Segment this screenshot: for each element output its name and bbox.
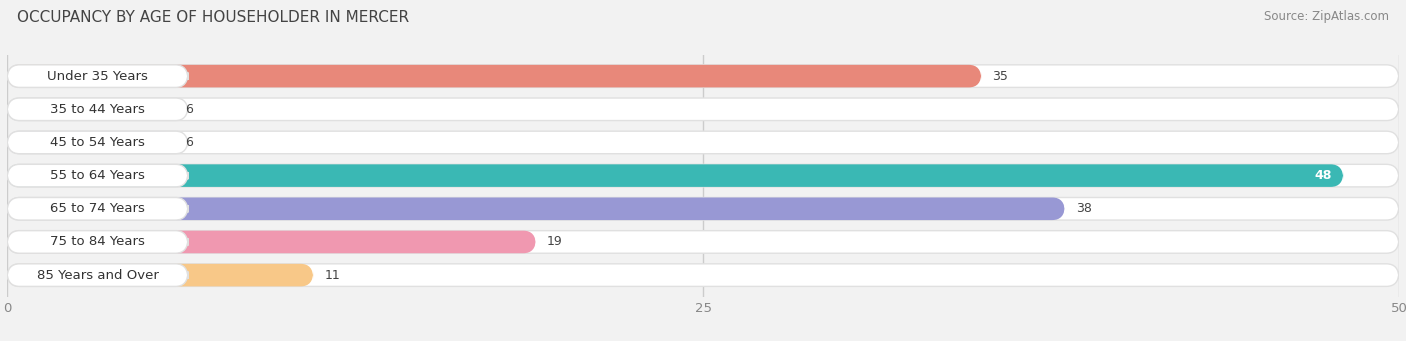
Text: 65 to 74 Years: 65 to 74 Years <box>51 202 145 215</box>
FancyBboxPatch shape <box>7 131 188 154</box>
FancyBboxPatch shape <box>7 231 188 253</box>
Text: 45 to 54 Years: 45 to 54 Years <box>51 136 145 149</box>
FancyBboxPatch shape <box>7 131 1399 154</box>
Text: 38: 38 <box>1076 202 1092 215</box>
FancyBboxPatch shape <box>7 197 188 220</box>
FancyBboxPatch shape <box>7 231 536 253</box>
Text: 6: 6 <box>186 136 193 149</box>
FancyBboxPatch shape <box>7 164 1399 187</box>
Text: Under 35 Years: Under 35 Years <box>46 70 148 83</box>
Text: Source: ZipAtlas.com: Source: ZipAtlas.com <box>1264 10 1389 23</box>
Text: 19: 19 <box>547 235 562 249</box>
FancyBboxPatch shape <box>7 164 188 187</box>
FancyBboxPatch shape <box>7 264 1399 286</box>
FancyBboxPatch shape <box>7 197 1399 220</box>
Text: 75 to 84 Years: 75 to 84 Years <box>51 235 145 249</box>
Text: 48: 48 <box>1315 169 1331 182</box>
Text: 6: 6 <box>186 103 193 116</box>
FancyBboxPatch shape <box>7 131 174 154</box>
FancyBboxPatch shape <box>7 98 188 121</box>
FancyBboxPatch shape <box>7 65 188 87</box>
FancyBboxPatch shape <box>7 231 1399 253</box>
Text: 55 to 64 Years: 55 to 64 Years <box>51 169 145 182</box>
Text: 35 to 44 Years: 35 to 44 Years <box>51 103 145 116</box>
FancyBboxPatch shape <box>7 264 314 286</box>
Text: 11: 11 <box>325 269 340 282</box>
FancyBboxPatch shape <box>7 65 981 87</box>
Text: 85 Years and Over: 85 Years and Over <box>37 269 159 282</box>
FancyBboxPatch shape <box>7 98 1399 121</box>
FancyBboxPatch shape <box>7 197 1064 220</box>
Text: OCCUPANCY BY AGE OF HOUSEHOLDER IN MERCER: OCCUPANCY BY AGE OF HOUSEHOLDER IN MERCE… <box>17 10 409 25</box>
FancyBboxPatch shape <box>7 65 1399 87</box>
FancyBboxPatch shape <box>7 164 1343 187</box>
FancyBboxPatch shape <box>7 98 174 121</box>
FancyBboxPatch shape <box>7 264 188 286</box>
Text: 35: 35 <box>993 70 1008 83</box>
